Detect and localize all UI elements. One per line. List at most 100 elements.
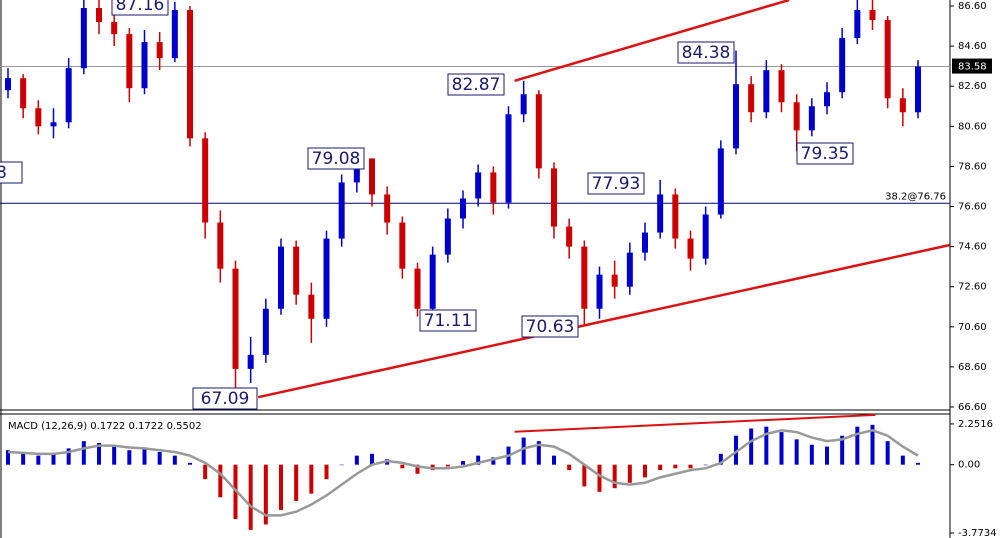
- y-tick-label: 68.60: [958, 362, 987, 373]
- candle-body: [141, 42, 148, 89]
- candle-body: [414, 268, 421, 309]
- histogram-bar: [354, 455, 359, 465]
- candle-body: [657, 194, 664, 233]
- candle-body: [778, 70, 785, 103]
- candle-body: [293, 246, 300, 295]
- candle-body: [111, 22, 118, 35]
- annotation-box: [307, 147, 365, 170]
- candle-body: [323, 238, 330, 319]
- histogram-bar: [916, 462, 920, 465]
- candle-body: [232, 268, 239, 369]
- histogram-bar: [6, 450, 10, 465]
- candle-body: [429, 254, 436, 309]
- histogram-bar: [840, 435, 845, 465]
- y-tick-label: 78.60: [958, 161, 987, 172]
- histogram-bar: [809, 444, 814, 465]
- histogram-bar: [688, 464, 693, 469]
- candle-body: [278, 246, 284, 309]
- y-tick-label: 76.60: [958, 202, 987, 213]
- candle-body: [763, 70, 770, 113]
- candle-body: [262, 308, 269, 355]
- candle-body: [520, 94, 527, 115]
- histogram-bar: [400, 464, 405, 469]
- y-tick-label: 84.60: [958, 41, 987, 52]
- candle-body: [915, 66, 921, 113]
- candle-body: [202, 138, 209, 223]
- annotation-box: [677, 41, 735, 64]
- candle-body: [626, 252, 633, 287]
- histogram-bar: [658, 464, 663, 471]
- annotation-label: 82.87: [452, 75, 501, 95]
- annotation-label: 79.35: [801, 144, 850, 164]
- trendline: [514, 413, 876, 433]
- candle-body: [566, 226, 573, 247]
- candle-body: [490, 172, 497, 203]
- candle-body: [35, 108, 42, 127]
- histogram-bar: [673, 464, 678, 469]
- annotation-label: 87.16: [116, 0, 165, 15]
- histogram-bar: [36, 455, 41, 465]
- histogram-bar: [582, 464, 587, 487]
- candle-body: [217, 222, 224, 269]
- candle-body: [156, 42, 163, 59]
- histogram-bar: [157, 452, 162, 465]
- histogram-bar: [643, 464, 647, 478]
- candle-body: [308, 294, 315, 319]
- histogram-bar: [294, 464, 299, 501]
- histogram-bar: [279, 464, 283, 510]
- histogram-bar: [794, 439, 799, 465]
- annotation-box: [0, 161, 23, 184]
- candle-body: [611, 274, 618, 287]
- candle-body: [50, 122, 57, 127]
- histogram-bar: [218, 464, 223, 498]
- candle-body: [748, 84, 755, 113]
- candle-body: [475, 172, 482, 199]
- histogram-bar: [248, 464, 253, 530]
- histogram-bar: [263, 464, 268, 525]
- histogram-bar: [476, 455, 481, 465]
- price-marker: [952, 58, 992, 74]
- histogram-bar: [779, 432, 784, 465]
- annotation-box: [192, 387, 258, 410]
- candle-body: [65, 68, 72, 123]
- y-tick-label: 72.60: [958, 282, 987, 293]
- histogram-bar: [900, 455, 905, 465]
- annotation-label: 79.08: [312, 149, 361, 169]
- level-label: 38.2@76.76: [885, 191, 946, 202]
- y-tick-label: 86.60: [958, 1, 987, 12]
- candle-body: [551, 168, 557, 227]
- histogram-bar: [142, 448, 147, 465]
- candle-body: [338, 182, 345, 239]
- histogram-bar: [81, 441, 86, 465]
- histogram-bar: [21, 453, 26, 465]
- annotation-box: [796, 142, 854, 165]
- y-tick-label: 66.60: [958, 402, 987, 413]
- trendline: [514, 0, 790, 82]
- histogram-bar: [51, 453, 56, 465]
- histogram-bar: [567, 464, 572, 471]
- histogram-bar: [415, 464, 420, 474]
- histogram-bar: [491, 457, 496, 465]
- candle-body: [399, 222, 406, 269]
- candle-body: [702, 214, 709, 259]
- histogram-bar: [370, 453, 374, 465]
- candle-body: [733, 84, 739, 149]
- histogram-bar: [627, 464, 632, 483]
- annotation-box: [521, 315, 579, 338]
- annotation-label: 88: [0, 163, 7, 183]
- candle-body: [869, 10, 876, 21]
- candle-body: [581, 246, 588, 309]
- y-tick-label: -3.7734: [958, 528, 997, 538]
- annotation-label: 70.63: [526, 317, 575, 337]
- candle-body: [460, 198, 466, 219]
- annotation-label: 71.11: [424, 311, 473, 331]
- y-tick-label: 74.60: [958, 242, 987, 253]
- histogram-bar: [552, 455, 556, 465]
- candle-body: [884, 20, 891, 99]
- candle-body: [353, 158, 360, 183]
- histogram-bar: [749, 428, 754, 465]
- histogram-bar: [203, 464, 208, 480]
- annotation-box: [587, 172, 645, 195]
